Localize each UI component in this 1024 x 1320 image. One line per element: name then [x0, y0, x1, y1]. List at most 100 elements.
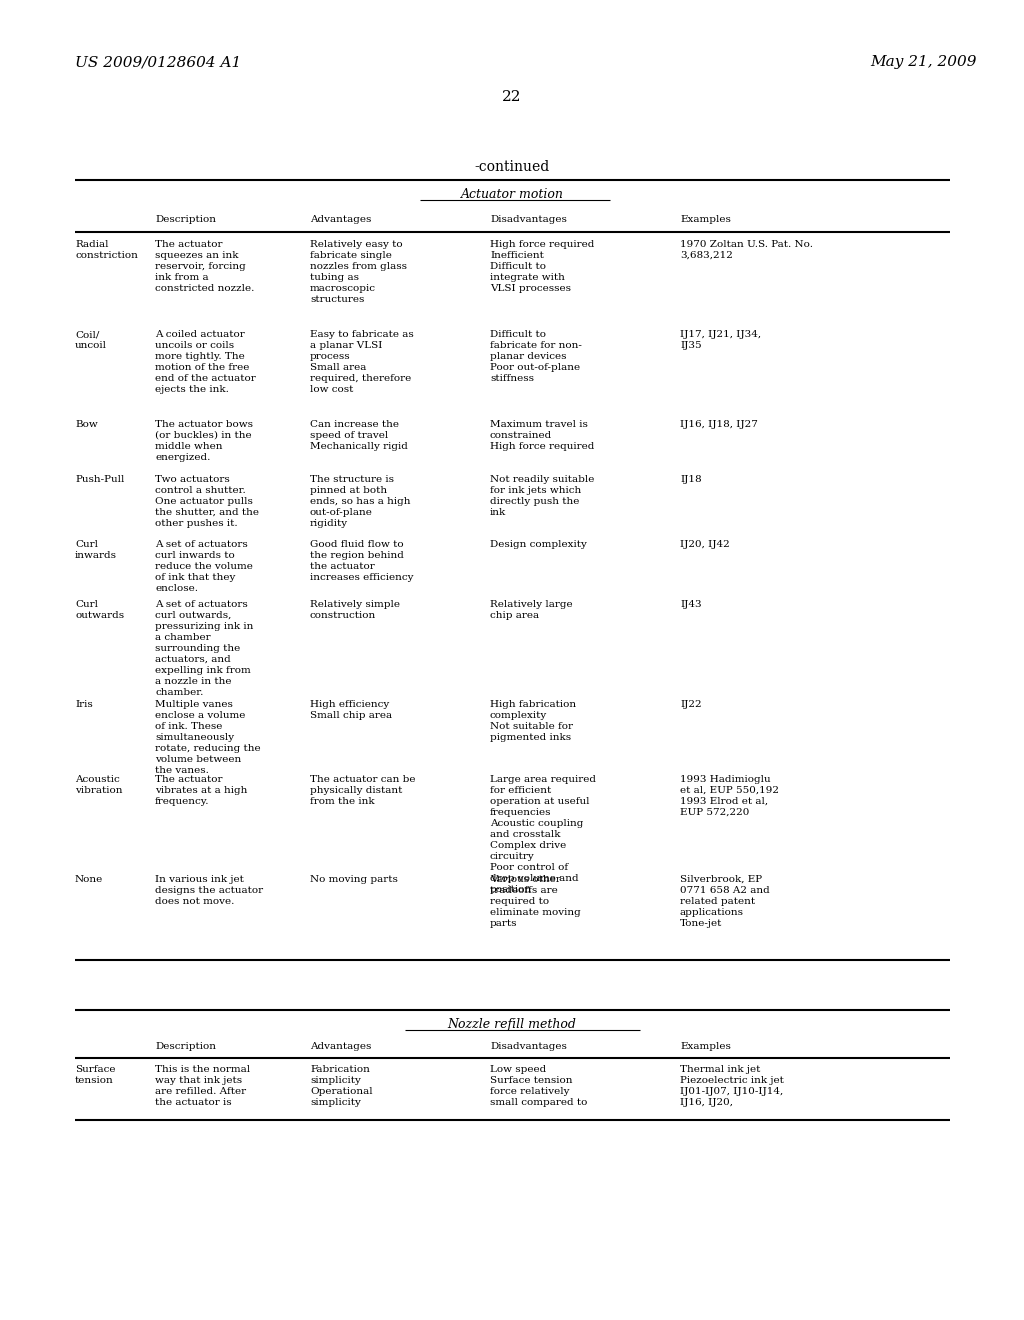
- Text: the actuator: the actuator: [310, 562, 375, 572]
- Text: of ink that they: of ink that they: [155, 573, 236, 582]
- Text: expelling ink from: expelling ink from: [155, 667, 251, 675]
- Text: physically distant: physically distant: [310, 785, 402, 795]
- Text: tubing as: tubing as: [310, 273, 359, 282]
- Text: position: position: [490, 884, 532, 894]
- Text: Mechanically rigid: Mechanically rigid: [310, 442, 408, 451]
- Text: nozzles from glass: nozzles from glass: [310, 261, 407, 271]
- Text: curl inwards to: curl inwards to: [155, 550, 234, 560]
- Text: Description: Description: [155, 1041, 216, 1051]
- Text: pigmented inks: pigmented inks: [490, 733, 571, 742]
- Text: May 21, 2009: May 21, 2009: [870, 55, 977, 69]
- Text: middle when: middle when: [155, 442, 222, 451]
- Text: uncoil: uncoil: [75, 341, 106, 350]
- Text: constriction: constriction: [75, 251, 138, 260]
- Text: applications: applications: [680, 908, 744, 917]
- Text: One actuator pulls: One actuator pulls: [155, 498, 253, 506]
- Text: Examples: Examples: [680, 1041, 731, 1051]
- Text: Relatively simple: Relatively simple: [310, 601, 400, 609]
- Text: Large area required: Large area required: [490, 775, 596, 784]
- Text: Curl: Curl: [75, 601, 98, 609]
- Text: High force required: High force required: [490, 240, 594, 249]
- Text: Small area: Small area: [310, 363, 367, 372]
- Text: IJ16, IJ20,: IJ16, IJ20,: [680, 1098, 733, 1107]
- Text: Silverbrook, EP: Silverbrook, EP: [680, 875, 762, 884]
- Text: simplicity: simplicity: [310, 1076, 360, 1085]
- Text: a chamber: a chamber: [155, 634, 211, 642]
- Text: Piezoelectric ink jet: Piezoelectric ink jet: [680, 1076, 784, 1085]
- Text: ejects the ink.: ejects the ink.: [155, 385, 229, 393]
- Text: pinned at both: pinned at both: [310, 486, 387, 495]
- Text: required to: required to: [490, 898, 549, 906]
- Text: 22: 22: [502, 90, 522, 104]
- Text: curl outwards,: curl outwards,: [155, 611, 231, 620]
- Text: This is the normal: This is the normal: [155, 1065, 250, 1074]
- Text: motion of the free: motion of the free: [155, 363, 250, 372]
- Text: stiffness: stiffness: [490, 374, 534, 383]
- Text: The actuator bows: The actuator bows: [155, 420, 253, 429]
- Text: Description: Description: [155, 215, 216, 224]
- Text: surrounding the: surrounding the: [155, 644, 241, 653]
- Text: Radial: Radial: [75, 240, 109, 249]
- Text: are refilled. After: are refilled. After: [155, 1086, 246, 1096]
- Text: vibration: vibration: [75, 785, 123, 795]
- Text: Actuator motion: Actuator motion: [461, 187, 563, 201]
- Text: Surface: Surface: [75, 1065, 116, 1074]
- Text: uncoils or coils: uncoils or coils: [155, 341, 234, 350]
- Text: energized.: energized.: [155, 453, 210, 462]
- Text: out-of-plane: out-of-plane: [310, 508, 373, 517]
- Text: for efficient: for efficient: [490, 785, 551, 795]
- Text: more tightly. The: more tightly. The: [155, 352, 245, 360]
- Text: the vanes.: the vanes.: [155, 766, 209, 775]
- Text: the region behind: the region behind: [310, 550, 403, 560]
- Text: Coil/: Coil/: [75, 330, 99, 339]
- Text: Difficult to: Difficult to: [490, 261, 546, 271]
- Text: The actuator: The actuator: [155, 775, 222, 784]
- Text: low cost: low cost: [310, 385, 353, 393]
- Text: ink from a: ink from a: [155, 273, 209, 282]
- Text: Poor control of: Poor control of: [490, 863, 568, 873]
- Text: Complex drive: Complex drive: [490, 841, 566, 850]
- Text: fabricate single: fabricate single: [310, 251, 392, 260]
- Text: operation at useful: operation at useful: [490, 797, 590, 807]
- Text: 1993 Hadimioglu: 1993 Hadimioglu: [680, 775, 771, 784]
- Text: Acoustic: Acoustic: [75, 775, 120, 784]
- Text: Thermal ink jet: Thermal ink jet: [680, 1065, 761, 1074]
- Text: Low speed: Low speed: [490, 1065, 546, 1074]
- Text: Bow: Bow: [75, 420, 97, 429]
- Text: Curl: Curl: [75, 540, 98, 549]
- Text: parts: parts: [490, 919, 517, 928]
- Text: Relatively large: Relatively large: [490, 601, 572, 609]
- Text: Small chip area: Small chip area: [310, 711, 392, 719]
- Text: frequencies: frequencies: [490, 808, 552, 817]
- Text: chip area: chip area: [490, 611, 539, 620]
- Text: Examples: Examples: [680, 215, 731, 224]
- Text: pressurizing ink in: pressurizing ink in: [155, 622, 253, 631]
- Text: Not readily suitable: Not readily suitable: [490, 475, 594, 484]
- Text: US 2009/0128604 A1: US 2009/0128604 A1: [75, 55, 242, 69]
- Text: frequency.: frequency.: [155, 797, 210, 807]
- Text: simultaneously: simultaneously: [155, 733, 234, 742]
- Text: chamber.: chamber.: [155, 688, 204, 697]
- Text: 1993 Elrod et al,: 1993 Elrod et al,: [680, 797, 768, 807]
- Text: Relatively easy to: Relatively easy to: [310, 240, 402, 249]
- Text: structures: structures: [310, 294, 365, 304]
- Text: directly push the: directly push the: [490, 498, 580, 506]
- Text: for ink jets which: for ink jets which: [490, 486, 582, 495]
- Text: Disadvantages: Disadvantages: [490, 215, 567, 224]
- Text: No moving parts: No moving parts: [310, 875, 398, 884]
- Text: High force required: High force required: [490, 442, 594, 451]
- Text: enclose.: enclose.: [155, 583, 198, 593]
- Text: 0771 658 A2 and: 0771 658 A2 and: [680, 886, 770, 895]
- Text: rotate, reducing the: rotate, reducing the: [155, 744, 261, 752]
- Text: vibrates at a high: vibrates at a high: [155, 785, 248, 795]
- Text: Operational: Operational: [310, 1086, 373, 1096]
- Text: required, therefore: required, therefore: [310, 374, 412, 383]
- Text: IJ43: IJ43: [680, 601, 701, 609]
- Text: Two actuators: Two actuators: [155, 475, 229, 484]
- Text: Iris: Iris: [75, 700, 93, 709]
- Text: control a shutter.: control a shutter.: [155, 486, 246, 495]
- Text: Difficult to: Difficult to: [490, 330, 546, 339]
- Text: tradeoffs are: tradeoffs are: [490, 886, 558, 895]
- Text: squeezes an ink: squeezes an ink: [155, 251, 239, 260]
- Text: Various other: Various other: [490, 875, 561, 884]
